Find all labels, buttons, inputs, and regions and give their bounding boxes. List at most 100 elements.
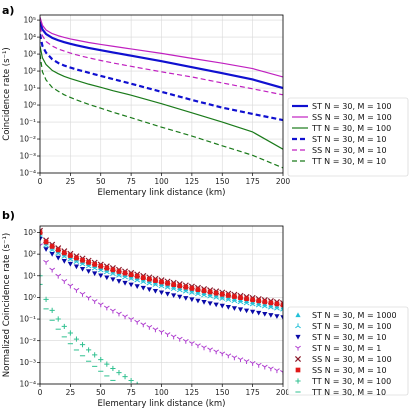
x-tick-label: 75 — [126, 177, 136, 186]
legend-marker — [295, 345, 301, 351]
legend-item: TT N = 30, M = 100 — [292, 124, 391, 133]
data-point — [134, 284, 140, 289]
data-point — [171, 293, 177, 299]
data-point — [128, 317, 135, 322]
data-point — [207, 289, 213, 295]
data-point — [153, 278, 158, 283]
data-point — [116, 311, 122, 317]
data-point — [225, 353, 232, 359]
legend-label: ST N = 30, M = 10 — [312, 333, 386, 342]
x-tick-label: 25 — [66, 388, 76, 397]
data-point — [280, 315, 283, 320]
data-point — [201, 288, 207, 294]
data-point — [122, 280, 128, 286]
data-point — [116, 279, 122, 284]
data-point — [110, 277, 116, 283]
legend-label: SS N = 30, M = 100 — [312, 355, 392, 364]
data-point — [195, 298, 201, 304]
y-tick-label: 10⁻² — [19, 135, 36, 144]
data-point — [237, 307, 244, 313]
legend-item: ST N = 30, M = 1000 — [295, 311, 397, 320]
x-tick-label: 75 — [126, 388, 136, 397]
legend-label: ST N = 30, M = 100 — [312, 102, 392, 111]
data-point — [86, 260, 91, 265]
series-group — [40, 227, 283, 384]
data-point — [86, 269, 92, 274]
series-markers — [40, 283, 116, 381]
data-point — [274, 301, 280, 307]
data-point — [164, 291, 171, 297]
data-point — [122, 314, 128, 320]
data-point — [262, 311, 268, 317]
series-group — [40, 16, 283, 169]
data-point — [110, 267, 116, 273]
data-point — [274, 314, 280, 319]
data-point — [40, 243, 43, 249]
data-point — [262, 299, 268, 305]
legend-box — [287, 306, 409, 396]
x-tick-label: 175 — [245, 177, 260, 186]
data-point — [122, 270, 128, 276]
legend-item: SS N = 30, M = 10 — [292, 146, 387, 155]
legend-label: ST N = 30, M = 1000 — [312, 311, 397, 320]
series-line — [40, 45, 283, 150]
data-point — [152, 327, 159, 333]
series-line — [40, 33, 283, 122]
data-point — [182, 338, 189, 344]
data-point — [256, 310, 262, 316]
y-axis-label: Coincidence rate (s⁻¹) — [2, 47, 12, 140]
data-point — [80, 257, 85, 263]
series-markers — [40, 230, 283, 308]
data-point — [79, 266, 86, 272]
data-point — [116, 370, 122, 376]
data-point — [79, 342, 86, 348]
data-point — [61, 323, 67, 330]
data-point — [225, 293, 231, 298]
y-tick-label: 10⁻³ — [19, 152, 36, 161]
data-point — [104, 275, 110, 281]
data-point — [243, 308, 250, 314]
y-tick-label: 10¹ — [23, 271, 36, 280]
legend-item: TT N = 30, M = 10 — [295, 388, 386, 397]
data-point — [104, 361, 110, 367]
data-point — [183, 296, 189, 301]
data-point — [207, 347, 213, 353]
data-point — [55, 316, 61, 322]
legend-label: ST N = 30, M = 1 — [312, 344, 381, 353]
data-point — [188, 341, 195, 346]
legend-item: ST N = 30, M = 10 — [292, 135, 386, 144]
data-point — [146, 287, 152, 293]
x-tick-label: 50 — [96, 388, 106, 397]
data-point — [73, 336, 80, 342]
data-point — [116, 269, 122, 274]
y-tick-label: 10² — [23, 250, 36, 259]
y-tick-label: 10⁻⁴ — [19, 169, 36, 178]
data-point — [170, 334, 177, 340]
data-point — [176, 336, 183, 342]
data-point — [140, 285, 146, 291]
data-point — [232, 294, 237, 299]
data-point — [67, 330, 73, 336]
data-point — [40, 236, 43, 242]
data-point — [110, 308, 116, 314]
data-point — [61, 259, 67, 264]
x-axis-label: Elementary link distance (km) — [98, 188, 226, 198]
data-point — [189, 297, 195, 303]
data-point — [250, 309, 256, 315]
data-point — [165, 280, 170, 286]
y-tick-label: 10⁻¹ — [19, 315, 36, 324]
legend-marker — [295, 378, 301, 384]
y-tick-label: 10⁴ — [23, 33, 36, 42]
data-point — [249, 361, 256, 366]
data-point — [55, 247, 61, 253]
y-tick-label: 10⁻³ — [19, 358, 36, 367]
x-tick-label: 0 — [38, 388, 43, 397]
legend: ST N = 30, M = 1000 ST N = 30, M = 100 ST … — [287, 306, 409, 397]
y-tick-label: 10⁵ — [23, 16, 36, 25]
y-tick-label: 10⁰ — [23, 293, 36, 302]
x-tick-label: 200 — [276, 177, 291, 186]
x-tick-label: 175 — [245, 388, 260, 397]
data-point — [128, 282, 134, 288]
legend-item: TT N = 30, M = 100 — [295, 377, 391, 386]
